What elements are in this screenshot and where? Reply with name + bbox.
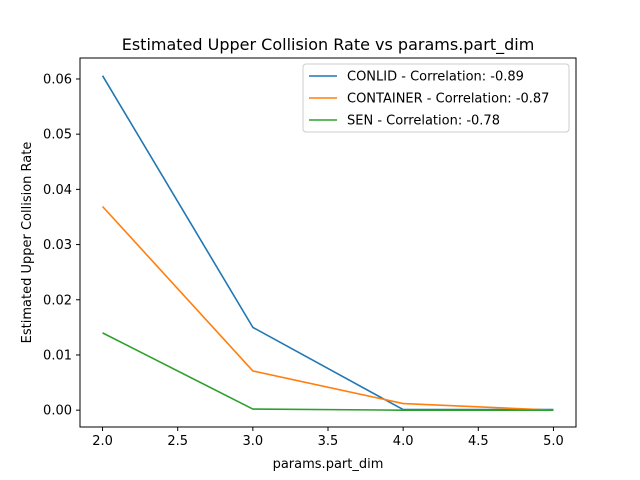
x-tick-label: 2.0 xyxy=(92,434,113,449)
y-axis: 0.00 0.01 0.02 0.03 0.04 0.05 0.06 xyxy=(43,72,80,419)
legend-entry: CONLID - Correlation: -0.89 xyxy=(347,70,524,85)
x-tick-label: 2.5 xyxy=(167,434,188,449)
legend-entry: CONTAINER - Correlation: -0.87 xyxy=(347,92,549,107)
x-tick-label: 4.5 xyxy=(468,434,489,449)
y-tick-label: 0.03 xyxy=(43,238,72,253)
y-tick-label: 0.02 xyxy=(43,293,72,308)
x-axis: 2.0 2.5 3.0 3.5 4.0 4.5 5.0 xyxy=(92,427,564,449)
chart-title: Estimated Upper Collision Rate vs params… xyxy=(122,35,535,55)
y-tick-label: 0.04 xyxy=(43,183,72,198)
x-tick-label: 3.5 xyxy=(318,434,339,449)
plot-frame xyxy=(79,57,577,428)
x-tick-label: 4.0 xyxy=(393,434,414,449)
x-tick-label: 3.0 xyxy=(243,434,264,449)
y-axis-label: Estimated Upper Collision Rate xyxy=(20,142,35,344)
y-tick-label: 0.01 xyxy=(43,348,72,363)
series-line-1 xyxy=(101,205,554,411)
y-tick-label: 0.00 xyxy=(43,404,72,419)
y-tick-label: 0.05 xyxy=(43,128,72,143)
series-lines xyxy=(101,75,554,411)
x-tick-label: 5.0 xyxy=(543,434,564,449)
legend: CONLID - Correlation: -0.89 CONTAINER - C… xyxy=(302,63,570,133)
legend-box xyxy=(302,63,570,133)
y-tick-label: 0.06 xyxy=(43,72,72,87)
legend-entry: SEN - Correlation: -0.78 xyxy=(347,114,500,129)
series-line-2 xyxy=(102,332,554,411)
x-axis-label: params.part_dim xyxy=(273,457,384,472)
